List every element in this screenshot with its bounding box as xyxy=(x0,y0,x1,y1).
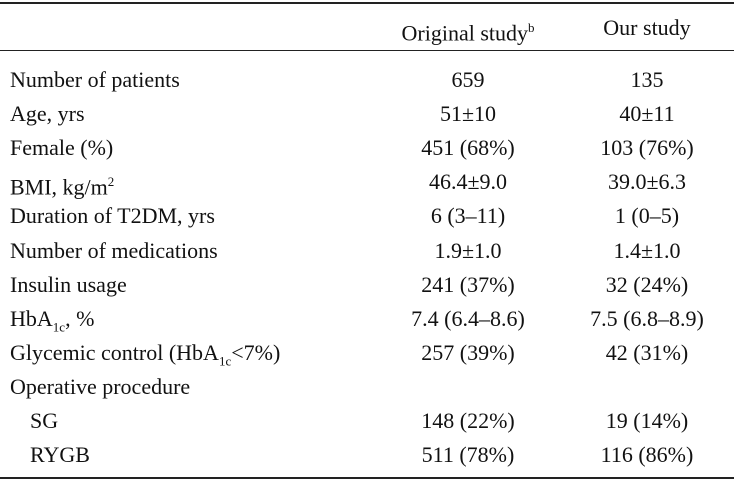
label-text: Age, yrs xyxy=(10,101,85,127)
row-label: HbA1c, % xyxy=(10,306,94,340)
value-cell: 7.4 (6.4–8.6) xyxy=(411,305,525,331)
row-label: Duration of T2DM, yrs xyxy=(10,203,215,229)
value-cell: 40±11 xyxy=(619,101,675,127)
label-text: Female (%) xyxy=(10,135,114,161)
value-cell: 1.4±1.0 xyxy=(613,237,681,263)
value-cell: 135 xyxy=(630,67,664,92)
label-text: <7%) xyxy=(231,339,281,365)
label-text: Insulin usage xyxy=(10,271,127,297)
row-label: BMI, kg/m2 xyxy=(10,169,114,200)
value-cell: 51±10 xyxy=(439,101,497,127)
header-rule xyxy=(0,50,734,51)
label-text: BMI, kg/m xyxy=(10,174,108,200)
value-cell: 241 (37%) xyxy=(421,271,515,297)
value-cell: 19 (14%) xyxy=(605,408,689,433)
label-text: , % xyxy=(65,305,95,331)
header-text: Original study xyxy=(401,20,529,46)
value-cell: 148 (22%) xyxy=(421,408,515,433)
label-text: Number of medications xyxy=(10,237,218,263)
value-cell: 116 (86%) xyxy=(600,442,694,468)
value-cell: 451 (68%) xyxy=(421,135,515,161)
row-label: Glycemic control (HbA1c<7%) xyxy=(10,340,280,374)
value-cell: 1 (0–5) xyxy=(614,203,680,229)
label-text: Glycemic control (HbA xyxy=(10,339,219,365)
value-cell: 32 (24%) xyxy=(605,271,689,297)
subscript: 1c xyxy=(218,353,232,369)
value-cell: 39.0±6.3 xyxy=(607,169,687,195)
label-text: HbA xyxy=(10,305,53,331)
value-cell: 6 (3–11) xyxy=(430,203,506,229)
value-cell: 46.4±9.0 xyxy=(428,169,508,195)
row-label: SG xyxy=(30,408,58,434)
top-rule xyxy=(0,2,734,4)
value-cell: 257 (39%) xyxy=(421,339,515,365)
value-cell: 7.5 (6.8–8.9) xyxy=(590,305,704,331)
value-cell: 659 xyxy=(451,67,485,92)
label-text: Number of patients xyxy=(10,67,180,92)
row-label: Insulin usage xyxy=(10,272,127,298)
value-cell: 103 (76%) xyxy=(600,135,694,161)
header-cell: Original studyb xyxy=(380,15,556,46)
row-label: Female (%) xyxy=(10,135,113,161)
value-cell: 42 (31%) xyxy=(605,339,689,365)
header-cell: Our study xyxy=(603,15,691,40)
label-text: Duration of T2DM, yrs xyxy=(10,203,215,229)
row-label: Operative procedure xyxy=(10,374,190,400)
row-label: Number of medications xyxy=(10,238,218,264)
row-label: Number of patients xyxy=(10,67,180,93)
label-text: RYGB xyxy=(30,442,90,468)
row-label: Age, yrs xyxy=(10,101,85,127)
value-cell: 1.9±1.0 xyxy=(434,237,502,263)
label-text: SG xyxy=(30,408,59,433)
footnote-mark: b xyxy=(528,20,535,35)
bottom-rule xyxy=(0,477,734,479)
value-cell: 511 (78%) xyxy=(421,442,515,468)
superscript: 2 xyxy=(107,174,115,190)
subscript: 1c xyxy=(52,319,66,335)
label-text: Operative procedure xyxy=(10,373,191,399)
row-label: RYGB xyxy=(30,442,90,468)
